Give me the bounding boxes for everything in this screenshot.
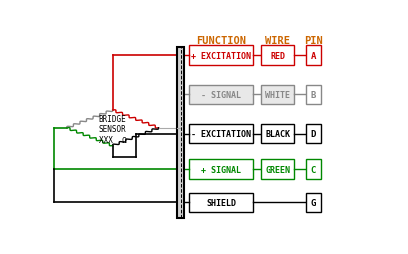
Text: - SIGNAL: - SIGNAL — [201, 90, 241, 100]
Text: WIRE: WIRE — [265, 36, 290, 46]
Text: WHITE: WHITE — [265, 90, 290, 100]
Text: SENSOR: SENSOR — [99, 125, 126, 134]
Text: PIN: PIN — [304, 36, 322, 46]
Text: - EXCITATION: - EXCITATION — [191, 130, 251, 139]
Bar — [306, 160, 321, 179]
Bar — [306, 46, 321, 66]
Text: G: G — [310, 198, 316, 207]
Bar — [306, 85, 321, 105]
Bar — [188, 193, 253, 212]
Text: C: C — [310, 165, 316, 174]
Text: + EXCITATION: + EXCITATION — [191, 51, 251, 60]
Bar — [261, 46, 295, 66]
Bar — [261, 85, 295, 105]
Bar — [261, 124, 295, 144]
Text: FUNCTION: FUNCTION — [196, 36, 246, 46]
Bar — [306, 124, 321, 144]
Bar — [188, 160, 253, 179]
Text: BLACK: BLACK — [265, 130, 290, 139]
Text: RED: RED — [271, 51, 285, 60]
Bar — [188, 46, 253, 66]
Text: D: D — [310, 130, 316, 139]
Text: SHIELD: SHIELD — [206, 198, 236, 207]
Bar — [188, 85, 253, 105]
Bar — [306, 193, 321, 212]
Text: GREEN: GREEN — [265, 165, 290, 174]
Text: B: B — [310, 90, 316, 100]
Bar — [188, 124, 253, 144]
Text: XXX  Ω: XXX Ω — [99, 136, 126, 145]
Bar — [177, 48, 184, 218]
Text: BRIDGE: BRIDGE — [99, 115, 126, 124]
Bar — [261, 160, 295, 179]
Text: + SIGNAL: + SIGNAL — [201, 165, 241, 174]
Text: A: A — [310, 51, 316, 60]
